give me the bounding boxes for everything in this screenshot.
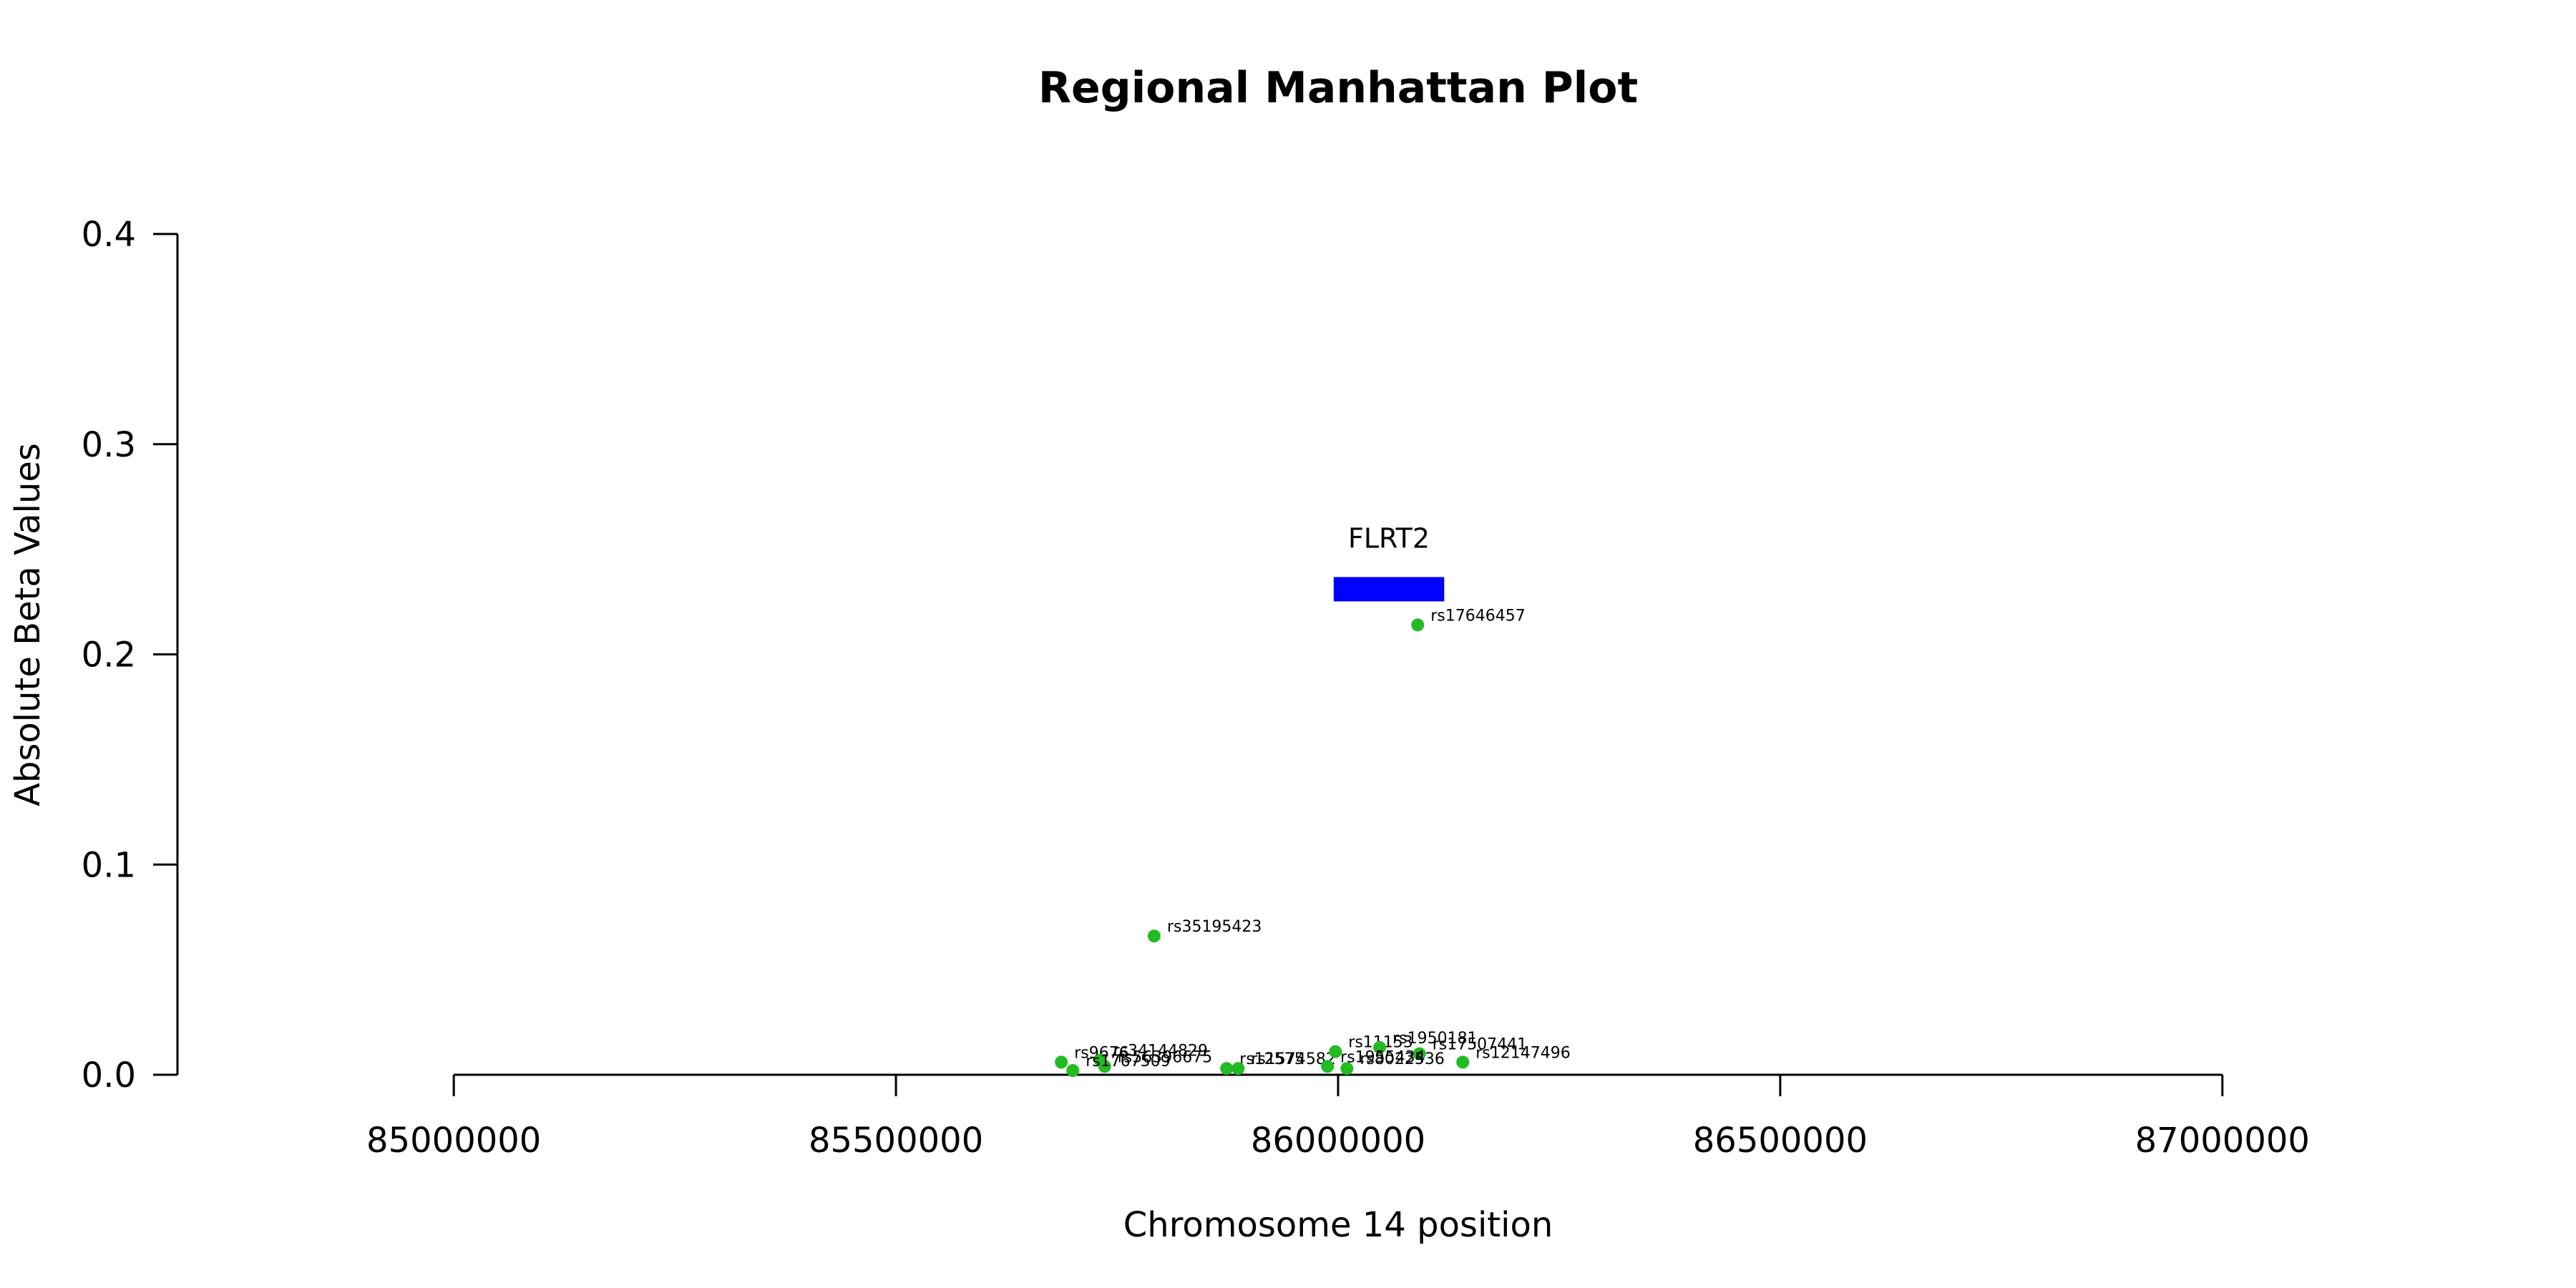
- snp-point: [1373, 1040, 1387, 1054]
- snp-label: rs56396675: [1118, 1048, 1212, 1066]
- x-tick-label: 86500000: [1693, 1121, 1868, 1161]
- snp-point: [1231, 1062, 1245, 1075]
- snp-point: [1456, 1055, 1470, 1069]
- snp-points: rs17646457rs35195423rs9676rs34144829rs56…: [1055, 607, 1571, 1078]
- x-axis-label: Chromosome 14 position: [1123, 1205, 1553, 1245]
- x-tick-label: 85500000: [809, 1121, 983, 1161]
- gene-track: FLRT2: [1333, 522, 1445, 602]
- y-tick-label: 0.4: [82, 215, 136, 255]
- x-tick-label: 85000000: [366, 1121, 541, 1161]
- snp-point: [1413, 1047, 1426, 1060]
- snp-label: rs1955434: [1340, 1048, 1425, 1066]
- y-tick-label: 0.3: [82, 425, 136, 465]
- snp-point: [1098, 1060, 1111, 1073]
- snp-point: [1147, 930, 1161, 943]
- snp-label: rs34144829: [1113, 1042, 1208, 1060]
- snp-point: [1329, 1045, 1342, 1058]
- chart-title: Regional Manhattan Plot: [1038, 63, 1638, 113]
- snp-label: rs1767509: [1085, 1053, 1171, 1070]
- snp-label: rs17507441: [1433, 1036, 1527, 1054]
- snp-label: rs8022536: [1360, 1050, 1445, 1068]
- snp-point: [1220, 1062, 1234, 1075]
- snp-point: [1411, 618, 1425, 632]
- y-tick-label: 0.0: [82, 1055, 136, 1096]
- y-axis-label: Absolute Beta Values: [8, 443, 48, 806]
- y-tick-label: 0.2: [82, 635, 136, 675]
- snp-label: rs1950181: [1392, 1030, 1478, 1048]
- gene-bar: [1333, 577, 1445, 602]
- snp-label: rs35195423: [1167, 918, 1262, 936]
- snp-point: [1066, 1064, 1080, 1078]
- x-tick-label: 86000000: [1251, 1121, 1425, 1161]
- snp-point: [1321, 1060, 1335, 1073]
- snp-label: rs12147496: [1475, 1044, 1570, 1062]
- y-tick-label: 0.1: [82, 845, 136, 885]
- x-tick-label: 87000000: [2135, 1121, 2310, 1161]
- gene-label: FLRT2: [1348, 522, 1430, 554]
- snp-label: rs17646457: [1430, 607, 1525, 625]
- axes: 0.0 0.1 0.2 0.3 0.4 85000000 85500000 86000000 8…: [82, 215, 2310, 1161]
- snp-point: [1055, 1055, 1068, 1069]
- snp-point: [1340, 1062, 1354, 1075]
- snp-label: rs12575: [1239, 1050, 1304, 1068]
